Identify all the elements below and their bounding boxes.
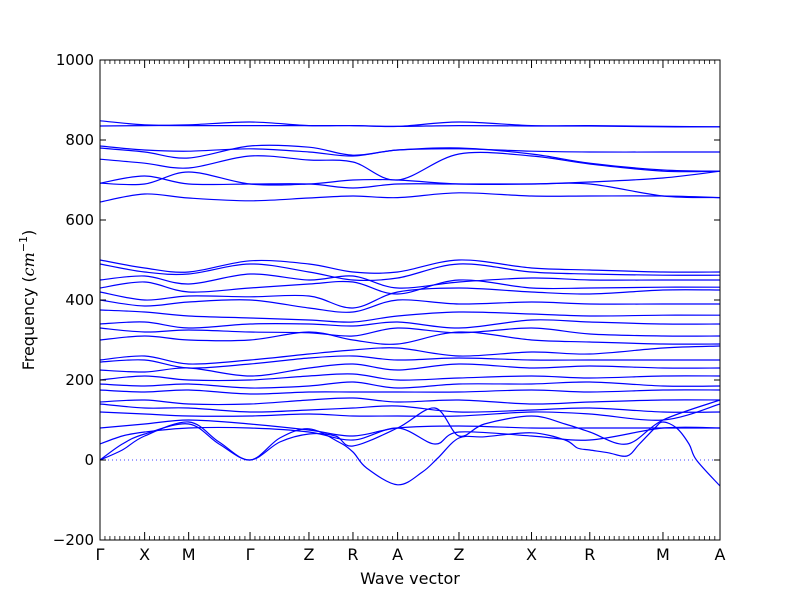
x-tick-label: A: [392, 545, 403, 564]
band-line-8: [100, 192, 720, 203]
y-axis-label-unit-exp: −1: [17, 236, 30, 252]
band-line-19: [100, 345, 720, 365]
x-tick-label: Γ: [246, 545, 255, 564]
band-line-12: [100, 279, 720, 295]
band-line-21: [100, 363, 720, 377]
band-line-30: [100, 399, 720, 461]
band-line-5: [100, 151, 720, 181]
band-line-29: [100, 426, 720, 445]
x-tick-label: Z: [303, 545, 314, 564]
y-tick-label: −200: [53, 531, 94, 549]
band-line-11: [100, 273, 720, 289]
y-axis-label-unit-open: (: [19, 276, 38, 287]
x-axis-label: Wave vector: [360, 569, 460, 588]
band-line-2: [100, 124, 720, 128]
band-line-18: [100, 331, 720, 345]
y-tick-label: 800: [65, 131, 94, 149]
band-line-13: [100, 287, 720, 309]
band-line-24: [100, 389, 720, 395]
y-axis-label-unit-close: ): [19, 230, 38, 236]
band-line-14: [100, 299, 720, 313]
x-tick-label: Γ: [96, 545, 105, 564]
y-axis-label: Frequency (cm−1): [17, 230, 38, 371]
band-line-15: [100, 309, 720, 323]
band-line-10: [100, 263, 720, 282]
x-tick-label: Z: [453, 545, 464, 564]
x-tick-label: M: [656, 545, 670, 564]
y-tick-label: 600: [65, 211, 94, 229]
band-line-27: [100, 403, 720, 421]
y-tick-label: 200: [65, 371, 94, 389]
band-line-16: [100, 319, 720, 329]
band-line-7: [100, 175, 720, 199]
y-axis: −200 0 200 400 600 800 1000: [53, 51, 720, 549]
band-line-9: [100, 259, 720, 274]
phonon-bands: [100, 120, 720, 487]
band-line-28: [100, 419, 720, 437]
band-line-17: [100, 327, 720, 337]
band-line-23: [100, 381, 720, 389]
y-tick-label: 400: [65, 291, 94, 309]
x-tick-label: R: [347, 545, 358, 564]
y-axis-label-text: Frequency: [19, 288, 38, 371]
x-tick-label: A: [715, 545, 726, 564]
x-tick-label: X: [139, 545, 150, 564]
band-line-25: [100, 397, 720, 406]
band-line-31: [100, 421, 720, 487]
y-tick-label: 0: [84, 451, 94, 469]
x-tick-label: X: [526, 545, 537, 564]
band-line-20: [100, 355, 720, 369]
y-tick-label: 1000: [56, 51, 94, 69]
band-line-22: [100, 373, 720, 382]
x-tick-label: M: [182, 545, 196, 564]
band-line-3: [100, 145, 720, 157]
band-line-4: [100, 144, 720, 172]
band-line-26: [100, 403, 720, 413]
y-axis-label-unit: cm: [19, 252, 38, 276]
x-tick-label: R: [584, 545, 595, 564]
band-line-6: [100, 170, 720, 186]
